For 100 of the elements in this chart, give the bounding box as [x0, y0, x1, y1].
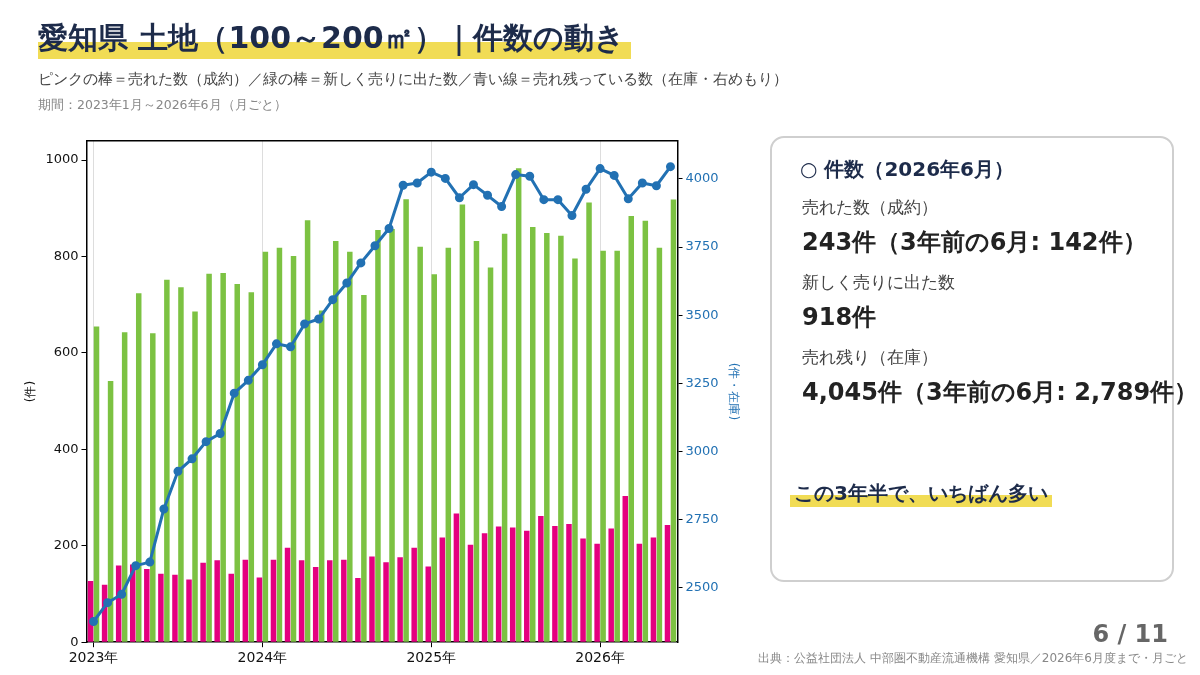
bar: [158, 573, 164, 642]
y2-tick-label: 3750: [685, 238, 719, 254]
x-tick-label: 2023年: [68, 649, 119, 666]
bar: [566, 524, 572, 642]
bar: [594, 543, 600, 642]
bar: [650, 537, 657, 642]
bar: [515, 168, 522, 642]
text: 売れた数（成約）: [802, 196, 938, 219]
bar: [242, 559, 249, 642]
point: [145, 557, 155, 567]
point: [553, 195, 563, 205]
bar: [397, 557, 403, 642]
text: 売れ残り（在庫）: [802, 346, 938, 369]
point: [454, 193, 464, 203]
bar: [361, 295, 367, 642]
x-tick-label: 2025年: [406, 649, 457, 666]
point: [286, 342, 296, 352]
point: [384, 224, 394, 234]
point: [229, 388, 239, 398]
bar: [228, 573, 234, 642]
point: [426, 167, 436, 177]
bar: [670, 199, 677, 642]
bar: [369, 556, 375, 642]
y2-tick-label: 2750: [685, 510, 719, 526]
bar: [453, 513, 460, 642]
point: [89, 616, 99, 626]
point: [539, 195, 549, 205]
point: [468, 180, 478, 190]
bar: [403, 199, 409, 642]
point: [370, 241, 380, 251]
point: [497, 201, 507, 211]
bar: [580, 538, 586, 642]
bar: [214, 560, 220, 642]
point: [483, 190, 493, 200]
point: [187, 454, 197, 464]
bar: [544, 232, 550, 642]
point: [159, 504, 169, 514]
bar: [375, 229, 381, 642]
point: [595, 164, 605, 174]
point: [651, 181, 661, 191]
y2-axis-title: (件・在庫): [726, 362, 741, 421]
y-axis-title: (件): [23, 380, 38, 403]
bar: [664, 525, 671, 642]
bar: [234, 283, 240, 642]
bar: [389, 229, 395, 642]
point: [328, 295, 338, 305]
point: [581, 184, 591, 194]
text: 4,045件（3年前の6月: 2,789件）: [802, 377, 1199, 408]
bar: [524, 530, 530, 642]
bar: [431, 274, 437, 642]
point: [623, 194, 633, 204]
bar: [439, 537, 446, 642]
bar: [383, 562, 389, 642]
text: 6 / 11: [1092, 620, 1168, 648]
point: [131, 561, 141, 571]
text: ○ 件数（2026年6月）: [800, 156, 1014, 183]
y-tick-label: 200: [53, 537, 79, 553]
bar: [347, 251, 353, 642]
bar: [341, 559, 347, 642]
bar: [417, 246, 423, 642]
bar: [552, 526, 558, 642]
bar: [600, 250, 606, 642]
point: [243, 375, 253, 385]
text: 918件: [802, 302, 877, 333]
bar: [501, 233, 508, 642]
point: [412, 178, 422, 188]
bar: [178, 287, 184, 642]
bar: [656, 247, 663, 642]
bar: [192, 311, 198, 642]
bar: [276, 247, 283, 642]
bar: [445, 247, 452, 642]
x-tick-label: 2024年: [237, 649, 288, 666]
point: [665, 162, 675, 172]
bar: [628, 216, 635, 642]
bar: [144, 568, 150, 642]
x-tick-label: 2026年: [575, 649, 625, 666]
point: [609, 170, 619, 180]
source-note: 出典：公益社団法人 中部圏不動産流通機構 愛知県／2026年6月度まで・月ごと: [758, 650, 1188, 667]
text: 新しく売りに出た数: [802, 271, 955, 294]
point: [511, 170, 521, 180]
point: [356, 258, 366, 268]
bar: [608, 528, 614, 642]
point: [314, 314, 324, 324]
bar: [467, 544, 474, 642]
bar: [487, 267, 494, 642]
text: 243件（3年前の6月: 142件）: [802, 227, 1147, 258]
bar: [220, 272, 226, 642]
bar: [206, 273, 212, 642]
bar: [327, 560, 333, 642]
point: [201, 437, 211, 447]
bar: [256, 577, 263, 642]
point: [637, 178, 647, 188]
bar: [614, 250, 620, 642]
bar: [200, 562, 206, 642]
bar: [411, 547, 417, 642]
point: [300, 319, 310, 329]
bar: [509, 527, 516, 642]
y-tick-label: 1000: [45, 151, 79, 167]
bar: [495, 526, 502, 642]
bar: [473, 241, 480, 642]
